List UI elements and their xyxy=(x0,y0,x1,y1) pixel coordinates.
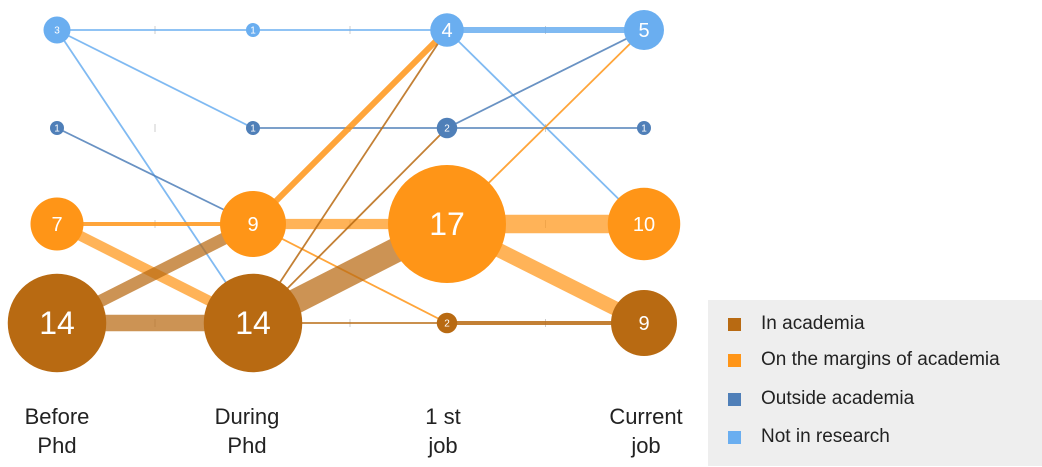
legend-label-not-in-research: Not in research xyxy=(761,426,890,447)
node-not_in_research-stage-2 xyxy=(430,13,464,47)
legend-swatch-in-academia xyxy=(728,317,741,331)
node-margins-stage-3 xyxy=(607,187,681,261)
node-outside_academia-stage-2 xyxy=(436,117,458,139)
node-value-label: 1 xyxy=(641,124,647,135)
stage-label-current-job: Current job xyxy=(609,404,683,458)
node-value-label: 5 xyxy=(638,20,649,42)
node-not_in_research-stage-3 xyxy=(624,10,664,50)
legend-item-margins: On the margins of academia xyxy=(728,348,1000,372)
node-outside_academia-stage-1 xyxy=(246,121,260,135)
legend: In academia On the margins of academia O… xyxy=(708,300,1042,466)
legend-swatch-margins xyxy=(728,353,741,367)
node-value-label: 2 xyxy=(444,319,450,330)
node-outside_academia-stage-3 xyxy=(637,121,651,135)
node-value-label: 3 xyxy=(54,26,60,37)
flow-layer xyxy=(54,26,648,335)
node-value-label: 14 xyxy=(39,305,75,341)
flow-not_in_research-to-outside_academia xyxy=(56,29,254,129)
node-value-label: 4 xyxy=(441,20,452,42)
legend-label-outside-academia: Outside academia xyxy=(761,388,915,409)
node-value-label: 10 xyxy=(633,214,655,236)
node-margins-stage-2 xyxy=(388,165,506,283)
node-value-label: 9 xyxy=(247,214,258,236)
node-margins-stage-1 xyxy=(220,191,286,257)
node-value-label: 14 xyxy=(235,305,271,341)
legend-swatch-not-in-research xyxy=(728,430,741,444)
legend-label-in-academia: In academia xyxy=(761,313,865,334)
node-value-label: 1 xyxy=(54,124,60,135)
stage-label-during-phd: During Phd xyxy=(214,404,280,458)
flow-in_academia-to-not_in_research xyxy=(252,29,448,324)
legend-item-in-academia: In academia xyxy=(728,312,865,336)
node-margins-stage-0 xyxy=(30,197,84,251)
legend-swatch-outside-academia xyxy=(728,392,741,406)
node-value-label: 2 xyxy=(444,124,450,135)
node-in_academia-stage-3 xyxy=(611,290,677,356)
node-value-label: 7 xyxy=(51,214,62,236)
node-value-label: 1 xyxy=(250,26,256,37)
node-in_academia-stage-1 xyxy=(203,273,303,373)
legend-item-not-in-research: Not in research xyxy=(728,425,890,449)
node-not_in_research-stage-1 xyxy=(246,23,260,37)
legend-label-margins: On the margins of academia xyxy=(761,349,1000,370)
stage-label-first-job: 1 st job xyxy=(425,404,461,458)
flow-outside_academia-to-not_in_research xyxy=(446,29,645,129)
node-in_academia-stage-0 xyxy=(7,273,107,373)
node-value-label: 9 xyxy=(638,313,649,335)
flow-outside_academia-to-margins xyxy=(56,127,254,225)
node-not_in_research-stage-0 xyxy=(43,16,71,44)
node-value-label: 17 xyxy=(429,206,465,242)
node-value-label: 1 xyxy=(250,124,256,135)
flow-margins-to-not_in_research xyxy=(250,27,450,227)
stage-label-before-phd: Before Phd xyxy=(24,404,90,458)
legend-item-outside-academia: Outside academia xyxy=(728,387,914,411)
node-outside_academia-stage-0 xyxy=(50,121,64,135)
node-in_academia-stage-2 xyxy=(436,312,458,334)
